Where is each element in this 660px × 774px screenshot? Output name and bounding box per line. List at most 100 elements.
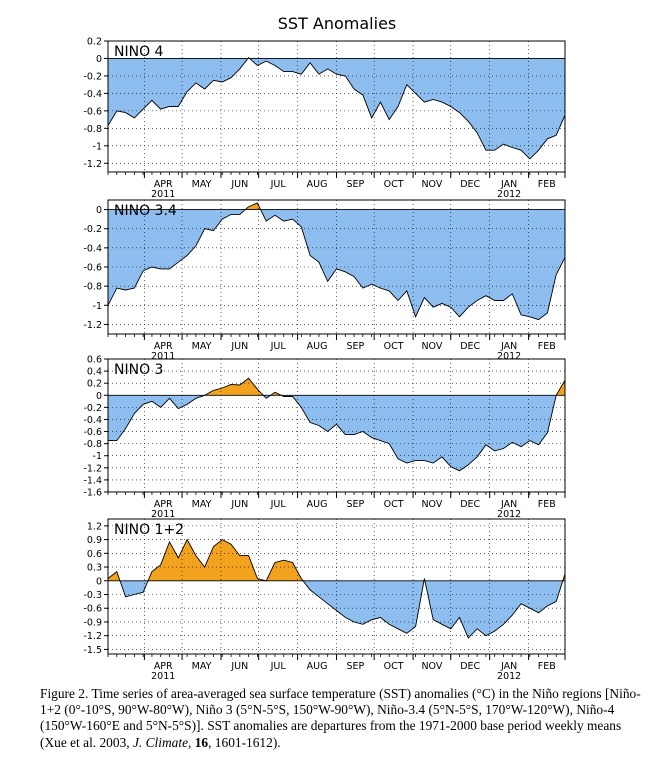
figure-title: SST Anomalies	[278, 14, 397, 33]
anomaly-line	[108, 377, 566, 472]
year-label: 2011	[151, 351, 175, 362]
caption-text: Figure 2. Time series of area-averaged s…	[40, 686, 641, 750]
month-label: JUL	[270, 179, 287, 190]
month-label: DEC	[460, 341, 480, 352]
month-label: OCT	[384, 661, 404, 672]
panel-title: NINO 4	[114, 44, 164, 60]
figure-caption: Figure 2. Time series of area-averaged s…	[40, 686, 650, 751]
y-tick-label: -0.6	[83, 263, 102, 274]
year-label: 2011	[151, 671, 175, 680]
month-label: FEB	[538, 661, 556, 672]
anomaly-line	[107, 56, 566, 160]
month-label: JUN	[230, 179, 248, 190]
caption-pages: , 1601-1612).	[208, 734, 281, 750]
positive-anomaly-area	[270, 392, 282, 396]
y-tick-label: -0.3	[83, 590, 102, 601]
month-label: FEB	[538, 499, 556, 510]
y-tick-label: -1	[93, 141, 102, 152]
month-label: AUG	[307, 341, 328, 352]
caption-volume: 16	[194, 734, 209, 750]
panel-nino-3-4: 0 -0.2 -0.4 -0.6 -0.8 -1 -1.2 APR MAY JUN JUL AUG SE…	[83, 199, 566, 362]
month-label: JAN	[500, 661, 517, 672]
month-label: AUG	[307, 179, 328, 190]
year-label: 2012	[497, 509, 521, 520]
month-label: JUL	[270, 661, 287, 672]
month-label: JUN	[230, 661, 248, 672]
y-tick-label: -0.4	[83, 415, 102, 426]
month-label: JUN	[230, 341, 248, 352]
y-tick-label: 0	[96, 54, 102, 65]
y-tick-label: 0	[96, 576, 102, 587]
panel-title: NINO 3.4	[114, 203, 177, 219]
y-tick-label: -0.4	[83, 243, 102, 254]
month-label: JAN	[500, 341, 517, 352]
year-label: 2012	[497, 671, 521, 680]
y-tick-label: -0.6	[83, 427, 102, 438]
sst-anomalies-figure: SST Anomalies 0.20-0.2-0.4-0.6-0.8-1-1.2…	[83, 14, 566, 680]
month-label: APR	[154, 179, 173, 190]
y-tick-label: -0.9	[83, 617, 102, 628]
month-label: FEB	[538, 341, 556, 352]
caption-journal: J. Climate	[132, 734, 189, 750]
y-tick-label: -1.2	[83, 631, 102, 642]
y-tick-label: 0	[96, 391, 102, 402]
month-label: MAY	[192, 661, 212, 672]
year-label: 2011	[151, 509, 175, 520]
negative-anomaly-area	[281, 395, 557, 471]
month-label: OCT	[384, 179, 404, 190]
y-tick-label: 0.6	[87, 549, 102, 560]
negative-anomaly-area	[424, 580, 563, 638]
y-tick-label: -1	[93, 451, 102, 462]
month-label: SEP	[346, 341, 364, 352]
panel-nino-3: 0.60.40.20-0.2-0.4-0.6-0.8-1-1.2-1.4 -1.6…	[83, 355, 566, 520]
panel-title: NINO 3	[114, 362, 163, 378]
month-label: SEP	[346, 499, 364, 510]
month-label: OCT	[384, 341, 404, 352]
y-tick-label: -0.2	[83, 224, 102, 235]
month-label: DEC	[460, 661, 480, 672]
month-label: AUG	[307, 499, 328, 510]
negative-anomaly-area	[303, 580, 424, 634]
y-tick-label: -0.6	[83, 106, 102, 117]
month-label: NOV	[421, 341, 442, 352]
y-tick-label: -1.5	[83, 645, 102, 656]
month-label: APR	[154, 499, 173, 510]
y-tick-label: -1.2	[83, 320, 102, 331]
month-label: JAN	[500, 499, 517, 510]
negative-anomaly-area	[108, 209, 246, 306]
panel-title: NINO 1+2	[114, 522, 184, 538]
y-tick-label: 0.2	[87, 37, 102, 48]
negative-anomaly-area	[120, 580, 148, 597]
negative-anomaly-area	[108, 58, 248, 126]
y-tick-label: -0.2	[83, 71, 102, 82]
month-label: MAY	[192, 499, 212, 510]
month-label: SEP	[346, 661, 364, 672]
month-label: NOV	[421, 661, 442, 672]
month-label: NOV	[421, 499, 442, 510]
year-label: 2011	[151, 189, 175, 200]
y-tick-label: 0.6	[87, 355, 102, 366]
month-label: AUG	[307, 661, 328, 672]
caption-comma: ,	[188, 734, 195, 750]
month-label: APR	[154, 341, 173, 352]
month-label: DEC	[460, 499, 480, 510]
positive-anomaly-area	[108, 571, 120, 581]
y-tick-label: -1.2	[83, 159, 102, 170]
positive-anomaly-area	[204, 378, 264, 396]
month-label: JUN	[230, 499, 248, 510]
month-label: DEC	[460, 179, 480, 190]
y-tick-label: -0.8	[83, 124, 102, 135]
month-label: APR	[154, 661, 173, 672]
y-tick-label: -0.8	[83, 439, 102, 450]
y-tick-label: 1.2	[87, 521, 102, 532]
month-label: SEP	[346, 179, 364, 190]
month-label: NOV	[421, 179, 442, 190]
month-label: JUL	[270, 341, 287, 352]
month-label: FEB	[538, 179, 556, 190]
y-tick-label: -1.6	[83, 488, 102, 499]
y-tick-label: -1.2	[83, 463, 102, 474]
y-tick-label: 0.4	[87, 367, 102, 378]
negative-anomaly-area	[249, 58, 565, 159]
month-label: MAY	[192, 179, 212, 190]
